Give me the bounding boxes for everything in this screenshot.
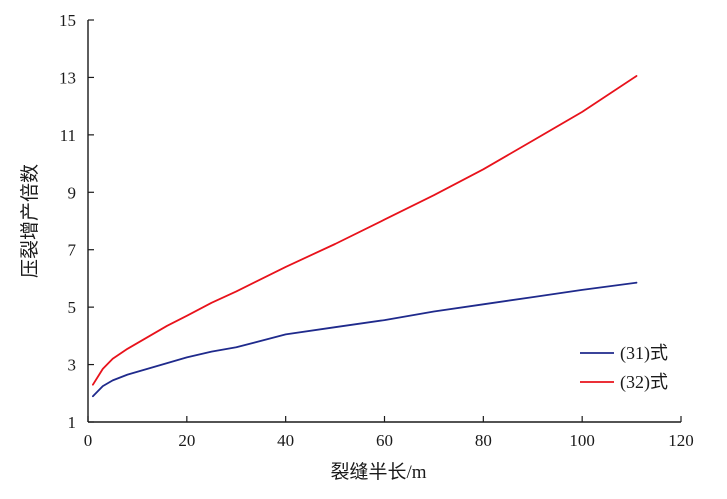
y-axis-title: 压裂增产倍数 <box>19 164 41 278</box>
x-tick-label: 40 <box>277 431 294 450</box>
y-tick-label: 9 <box>68 183 77 202</box>
x-tick-label: 60 <box>376 431 393 450</box>
y-tick-label: 3 <box>68 356 77 375</box>
series-layer <box>92 75 638 398</box>
x-tick-label: 20 <box>178 431 195 450</box>
y-tick-label: 15 <box>59 11 76 30</box>
x-tick-label: 0 <box>84 431 93 450</box>
y-tick-label: 11 <box>60 126 76 145</box>
series-line-32 <box>92 75 638 386</box>
legend: (31)式 (32)式 <box>580 343 668 393</box>
y-tick-label: 5 <box>68 298 77 317</box>
series-line-31 <box>92 281 638 398</box>
axes <box>87 20 681 423</box>
x-axis-title: 裂缝半长/m <box>330 461 426 483</box>
y-tick-label: 13 <box>59 68 76 87</box>
y-tick-label: 1 <box>68 413 77 432</box>
legend-label-32: (32)式 <box>620 372 668 393</box>
x-tick-label: 80 <box>475 431 492 450</box>
x-tick-label: 120 <box>668 431 694 450</box>
legend-label-31: (31)式 <box>620 343 668 364</box>
y-tick-label: 7 <box>68 241 77 260</box>
x-tick-label: 100 <box>569 431 595 450</box>
x-ticks: 0 20 40 60 80 100 120 <box>84 416 694 450</box>
